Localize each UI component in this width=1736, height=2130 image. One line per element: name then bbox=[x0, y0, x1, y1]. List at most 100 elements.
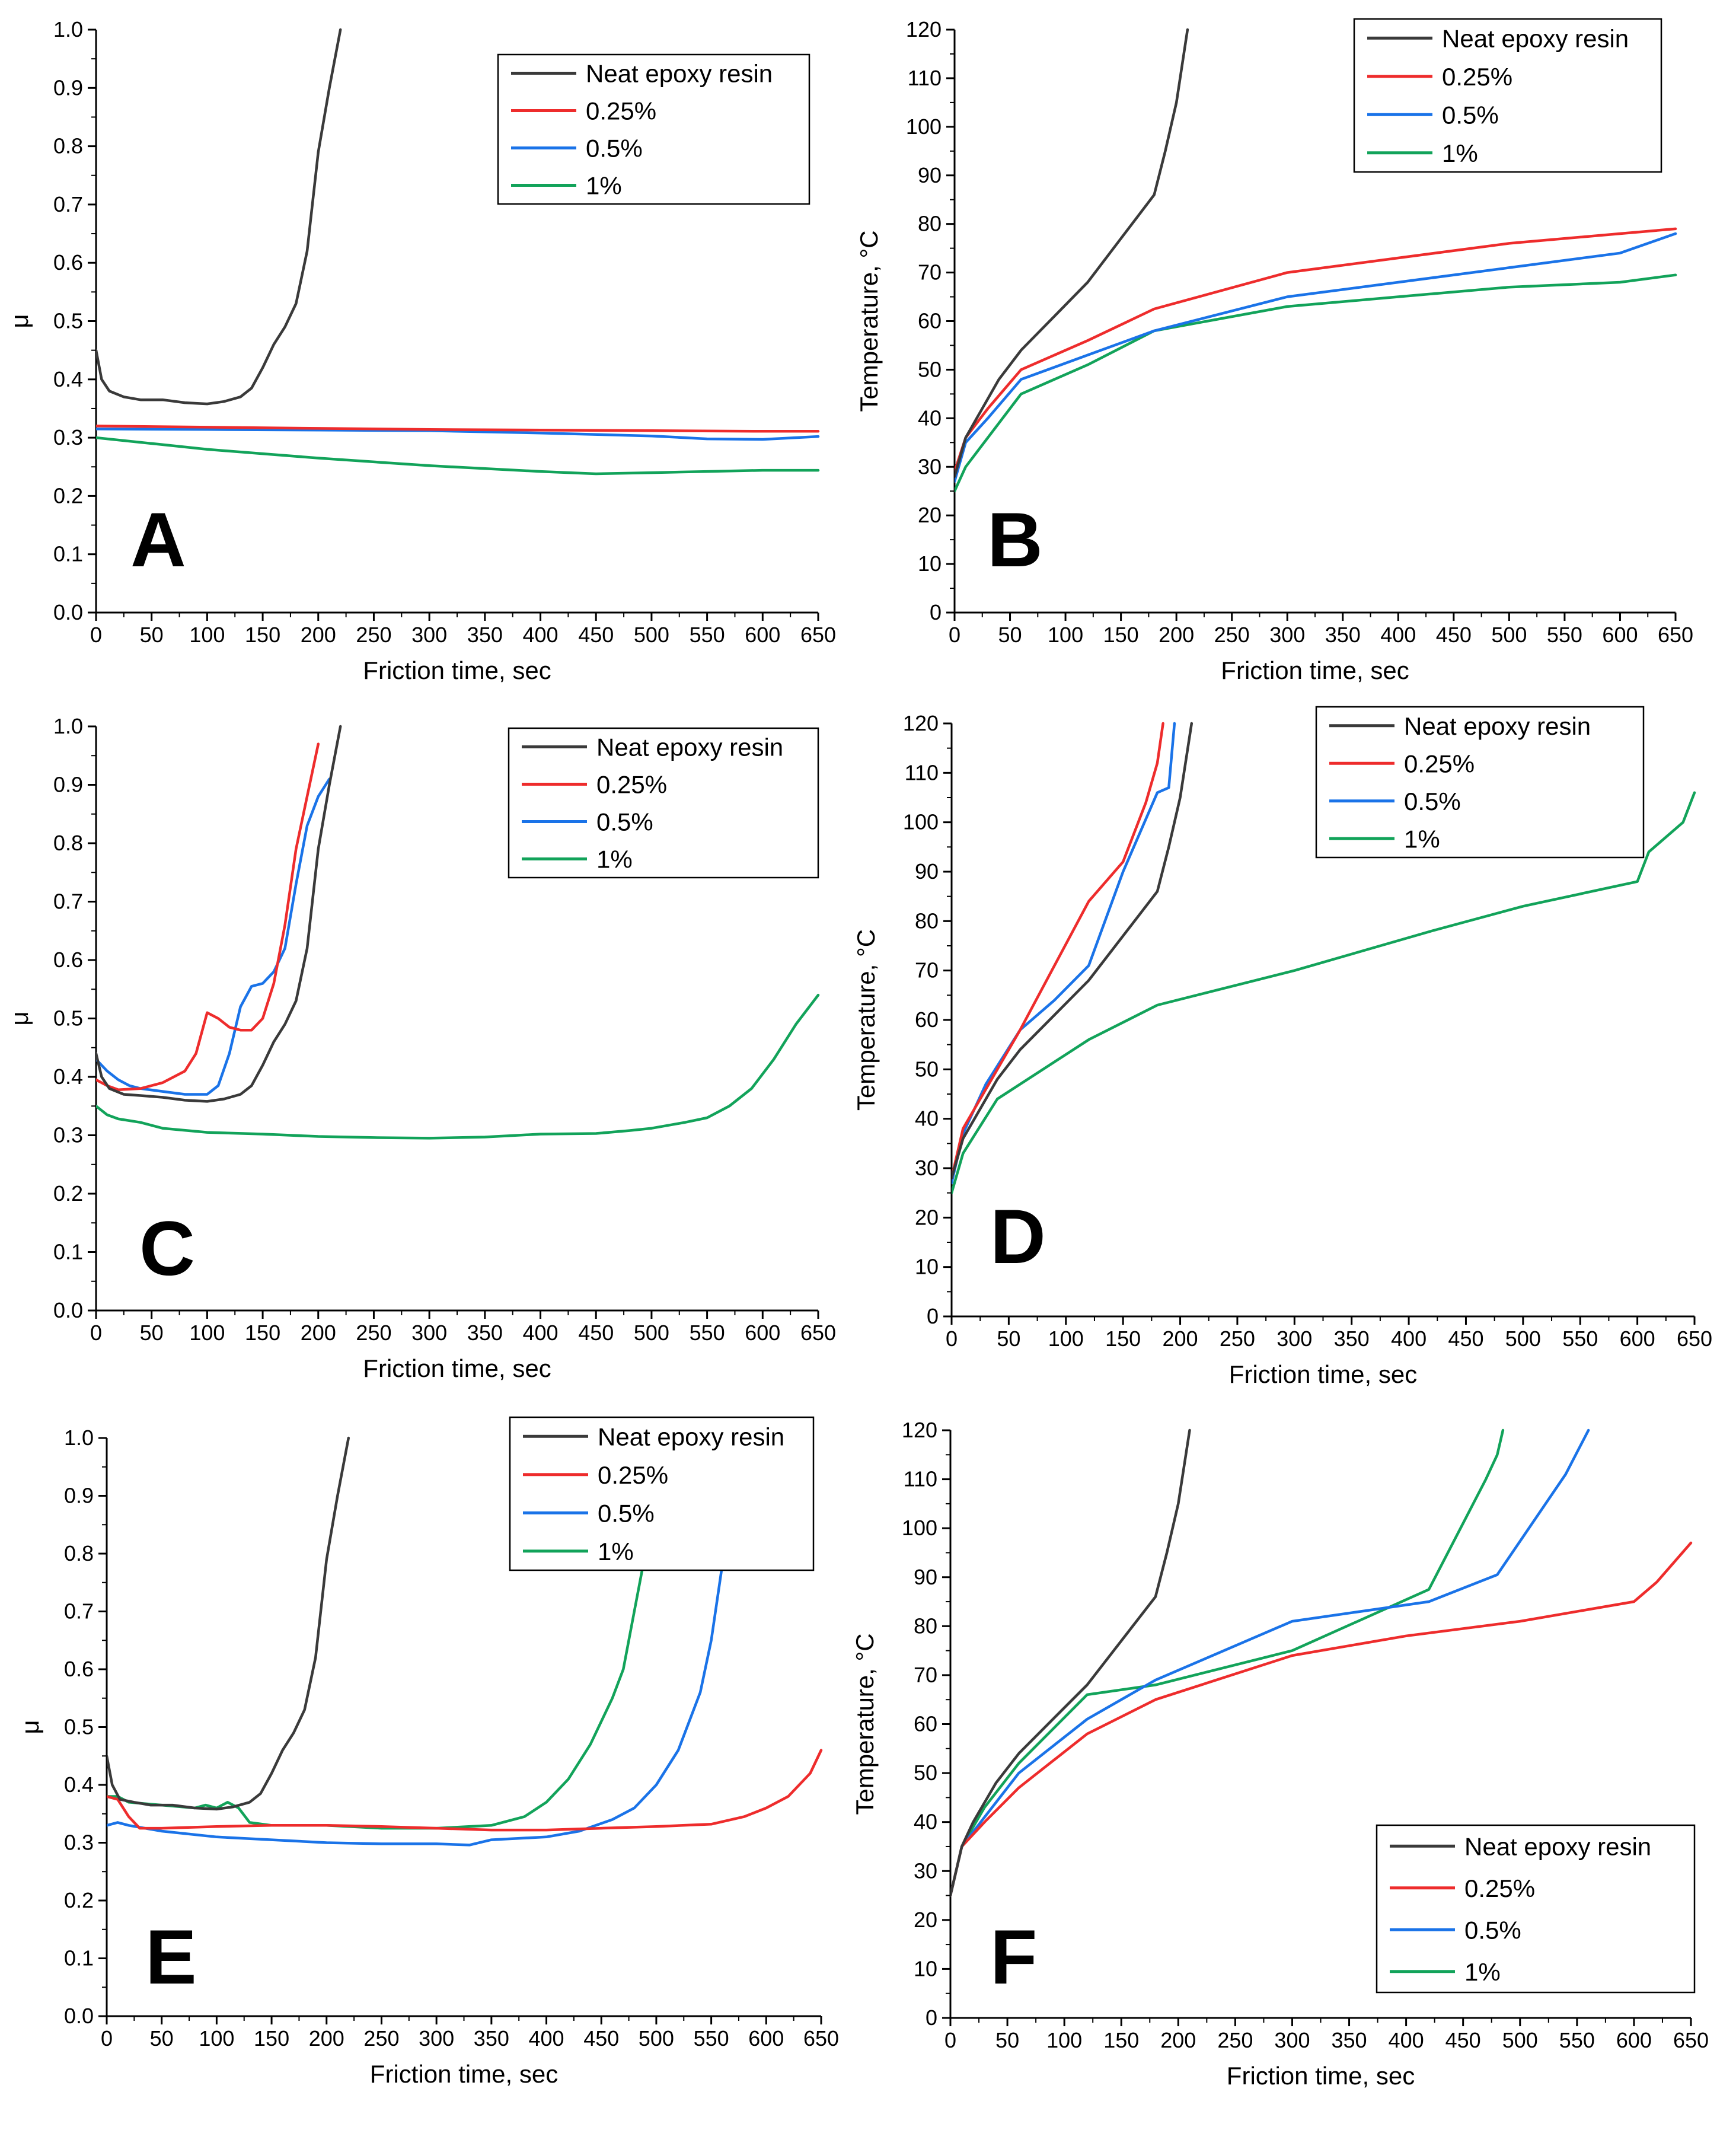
x-tick-label: 200 bbox=[1160, 2028, 1196, 2052]
x-tick-label: 400 bbox=[1389, 2028, 1424, 2052]
legend-box bbox=[508, 727, 819, 879]
y-tick-label: 1.0 bbox=[53, 714, 83, 738]
x-tick-label: 500 bbox=[639, 2026, 674, 2051]
series-line-p025 bbox=[952, 722, 1164, 1179]
y-tick-label: 100 bbox=[906, 114, 942, 139]
legend-label: 0.5% bbox=[1464, 1916, 1521, 1944]
y-tick-label: 1.0 bbox=[64, 1426, 94, 1450]
panel-letter: A bbox=[130, 496, 186, 583]
x-tick-label: 150 bbox=[254, 2026, 289, 2051]
x-tick-label: 350 bbox=[1334, 1327, 1370, 1351]
series-line-p05 bbox=[107, 1564, 724, 1847]
y-tick-label: 0.1 bbox=[53, 542, 83, 566]
x-tick-label: 150 bbox=[1105, 1327, 1141, 1351]
y-tick-label: 90 bbox=[918, 163, 942, 187]
x-tick-label: 400 bbox=[522, 623, 558, 647]
x-tick-label: 100 bbox=[189, 623, 225, 647]
legend-label: Neat epoxy resin bbox=[586, 60, 773, 88]
y-tick-label: 120 bbox=[902, 1418, 937, 1442]
legend-label: 1% bbox=[586, 172, 622, 200]
y-tick-label: 10 bbox=[915, 1255, 939, 1279]
x-tick-label: 0 bbox=[101, 2026, 113, 2051]
legend-label: 0.25% bbox=[1442, 63, 1512, 91]
y-tick-label: 0.5 bbox=[53, 309, 83, 333]
legend-label: 0.25% bbox=[1404, 750, 1475, 777]
series-line-p05 bbox=[952, 722, 1176, 1185]
x-tick-label: 400 bbox=[528, 2026, 564, 2051]
x-tick-label: 500 bbox=[1502, 2028, 1538, 2052]
legend-box bbox=[1315, 706, 1645, 859]
x-tick-label: 450 bbox=[1445, 2028, 1481, 2052]
x-tick-label: 300 bbox=[411, 1321, 447, 1345]
x-tick-label: 0 bbox=[90, 1321, 102, 1345]
x-tick-label: 100 bbox=[1046, 2028, 1082, 2052]
y-tick-label: 50 bbox=[914, 1761, 937, 1785]
y-axis-title: Temperature, °C bbox=[855, 230, 883, 412]
series-line-p1 bbox=[952, 791, 1696, 1194]
y-tick-label: 0.5 bbox=[53, 1006, 83, 1031]
x-tick-label: 50 bbox=[140, 623, 164, 647]
series-line-neat bbox=[96, 725, 342, 1103]
x-tick-label: 200 bbox=[301, 1321, 336, 1345]
y-tick-label: 0.3 bbox=[53, 425, 83, 449]
y-tick-label: 0.8 bbox=[64, 1541, 94, 1565]
panel-C: 0 50 100 150 200 250 300 350 400 450 500 550 600 650 0… bbox=[5, 714, 836, 1382]
x-tick-label: 250 bbox=[1217, 2028, 1253, 2052]
y-tick-label: 80 bbox=[915, 908, 939, 933]
x-tick-label: 650 bbox=[803, 2026, 839, 2051]
series-line-p05 bbox=[96, 777, 331, 1096]
series-line-neat bbox=[107, 1436, 350, 1811]
x-tick-label: 100 bbox=[1048, 623, 1083, 647]
x-tick-label: 550 bbox=[690, 1321, 725, 1345]
legend: Neat epoxy resin 0.25% 0.5% 1% bbox=[497, 53, 810, 205]
y-tick-label: 20 bbox=[915, 1205, 939, 1229]
x-tick-label: 50 bbox=[998, 623, 1022, 647]
y-tick-label: 20 bbox=[918, 503, 942, 527]
y-tick-label: 110 bbox=[904, 1467, 937, 1491]
y-axis-title: μ bbox=[16, 1720, 44, 1734]
series-line-p1 bbox=[96, 993, 820, 1140]
x-tick-label: 500 bbox=[1491, 623, 1527, 647]
x-tick-label: 250 bbox=[363, 2026, 399, 2051]
panel-D: 0 50 100 150 200 250 300 350 400 450 500 550 600 6500… bbox=[852, 706, 1712, 1388]
y-tick-label: 0.0 bbox=[53, 1298, 83, 1322]
y-axis-title: Temperature, °C bbox=[852, 929, 880, 1111]
panel-B: 0 50 100 150 200 250 300 350 400 450 500 550 600 6500… bbox=[855, 17, 1693, 684]
legend-label: 0.25% bbox=[1464, 1874, 1535, 1902]
legend-label: 0.25% bbox=[596, 771, 667, 799]
series-line-p1 bbox=[96, 436, 820, 476]
y-tick-label: 0.7 bbox=[53, 192, 83, 216]
series-line-p1 bbox=[950, 1428, 1505, 1897]
panel-letter: F bbox=[990, 1914, 1037, 2000]
y-tick-label: 30 bbox=[918, 454, 942, 479]
x-tick-label: 0 bbox=[944, 2028, 956, 2052]
x-tick-label: 250 bbox=[356, 623, 391, 647]
legend-box bbox=[509, 1416, 815, 1571]
y-tick-label: 0 bbox=[927, 1304, 939, 1328]
x-tick-label: 600 bbox=[1616, 2028, 1652, 2052]
y-tick-label: 0.4 bbox=[64, 1772, 94, 1797]
legend-label: 0.25% bbox=[586, 97, 656, 125]
y-tick-label: 0.8 bbox=[53, 134, 83, 158]
x-tick-label: 500 bbox=[1505, 1327, 1541, 1351]
y-tick-label: 0.2 bbox=[53, 483, 83, 508]
x-tick-label: 400 bbox=[522, 1321, 558, 1345]
x-tick-label: 550 bbox=[1559, 2028, 1595, 2052]
y-tick-label: 80 bbox=[918, 212, 942, 236]
y-tick-label: 60 bbox=[914, 1712, 937, 1736]
series-line-p025 bbox=[96, 742, 320, 1091]
x-tick-label: 600 bbox=[745, 623, 780, 647]
x-tick-label: 250 bbox=[356, 1321, 391, 1345]
legend-label: 0.5% bbox=[1404, 787, 1461, 815]
legend-box bbox=[497, 53, 810, 205]
y-tick-label: 0.6 bbox=[53, 250, 83, 275]
x-tick-label: 650 bbox=[800, 1321, 836, 1345]
legend-label: 0.5% bbox=[596, 808, 653, 836]
x-tick-label: 600 bbox=[748, 2026, 784, 2051]
x-tick-label: 300 bbox=[1277, 1327, 1312, 1351]
x-tick-label: 50 bbox=[140, 1321, 164, 1345]
y-tick-label: 100 bbox=[902, 1516, 937, 1540]
panel-letter: E bbox=[145, 1914, 197, 2000]
x-tick-label: 350 bbox=[467, 623, 503, 647]
y-tick-label: 50 bbox=[918, 357, 942, 381]
